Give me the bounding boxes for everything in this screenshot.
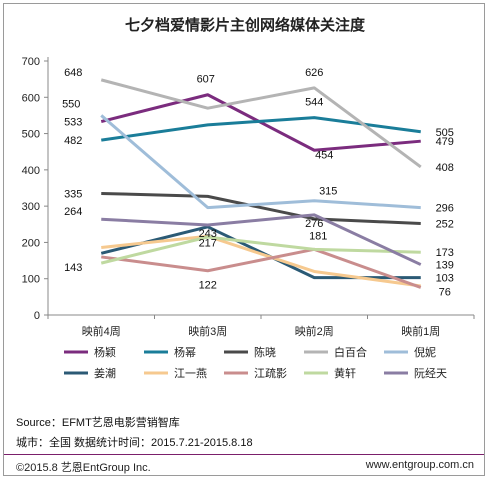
data-label: 335 — [64, 188, 82, 200]
data-label: 173 — [436, 247, 454, 259]
series-line — [101, 234, 421, 288]
data-label: 505 — [436, 127, 454, 139]
data-label: 482 — [64, 135, 82, 147]
data-label: 276 — [305, 218, 323, 230]
data-label: 264 — [64, 206, 82, 218]
data-label: 607 — [197, 74, 215, 86]
line-chart: 0 100 200 300 400 500 600 700 映前4周 映前3周 映前2周 映前1周 5… — [22, 56, 475, 380]
x-tick-label: 映前4周 — [82, 324, 121, 338]
series-line — [100, 114, 421, 210]
legend-entry: 阮经天 — [414, 367, 447, 380]
x-tick-label: 映前1周 — [401, 324, 440, 338]
data-labels: 533 607 454 479 482 544 505 335 252 648 626 408 550 3… — [62, 67, 454, 299]
data-label: 408 — [436, 162, 454, 174]
data-label: 143 — [64, 262, 82, 274]
series-line — [101, 116, 421, 142]
source-note: Source：EFMT艺恩电影营销智库 — [16, 417, 180, 429]
data-label: 296 — [436, 203, 454, 215]
data-label: 315 — [319, 186, 337, 198]
y-tick-label: 500 — [22, 129, 40, 141]
y-tick-label: 200 — [22, 237, 40, 249]
copyright: ©2015.8 艺恩EntGroup Inc. — [16, 462, 151, 474]
data-label: 479 — [436, 136, 454, 148]
data-label: 139 — [436, 260, 454, 272]
x-tick-label: 映前2周 — [295, 324, 334, 338]
data-label: 243 — [199, 228, 217, 240]
legend-entry: 杨颖 — [94, 345, 116, 359]
data-label: 76 — [439, 286, 451, 298]
y-tick-label: 0 — [34, 310, 40, 322]
series-line — [101, 213, 422, 266]
x-tick-label: 映前3周 — [188, 324, 227, 338]
series-line — [100, 78, 422, 169]
legend-entry: 黄轩 — [334, 366, 356, 380]
y-tick-label: 700 — [22, 56, 40, 68]
series-line — [101, 191, 421, 226]
period-note: 城市：全国 数据统计时间：2015.7.21-2015.8.18 — [16, 437, 253, 449]
y-tick-label: 300 — [22, 201, 40, 213]
y-tick-label: 100 — [22, 274, 40, 286]
data-label: 181 — [309, 230, 327, 242]
footer-divider — [4, 454, 484, 455]
data-label: 217 — [199, 237, 217, 249]
y-tick-label: 400 — [22, 165, 40, 177]
chart-title: 七夕档爱情影片主创网络媒体关注度 — [124, 17, 365, 34]
axes: 0 100 200 300 400 500 600 700 映前4周 映前3周 映前2周 映前1周 — [22, 56, 475, 338]
data-label: 122 — [199, 280, 217, 292]
data-label: 648 — [64, 67, 82, 79]
legend-entry: 姜潮 — [94, 366, 116, 380]
data-label: 544 — [305, 97, 323, 109]
series-lines — [100, 78, 422, 289]
website-link[interactable]: www.entgroup.com.cn — [365, 459, 474, 471]
data-label: 252 — [436, 219, 454, 231]
legend-entry: 白百合 — [334, 345, 367, 359]
chart-frame: 七夕档爱情影片主创网络媒体关注度 0 100 200 300 400 500 600 700 映… — [3, 3, 485, 476]
legend-entry: 江一燕 — [174, 367, 207, 380]
data-label: 550 — [62, 98, 80, 110]
data-label: 533 — [64, 117, 82, 129]
series-line — [101, 247, 422, 289]
legend-entry: 杨幂 — [174, 345, 196, 359]
y-tick-label: 600 — [22, 92, 40, 104]
legend-entry: 倪妮 — [414, 345, 436, 359]
series-line — [100, 235, 421, 265]
legend-entry: 陈晓 — [254, 345, 276, 359]
data-label: 103 — [436, 273, 454, 285]
data-label: 626 — [305, 67, 323, 79]
data-label: 454 — [315, 149, 333, 161]
legend-entry: 江疏影 — [254, 366, 287, 380]
